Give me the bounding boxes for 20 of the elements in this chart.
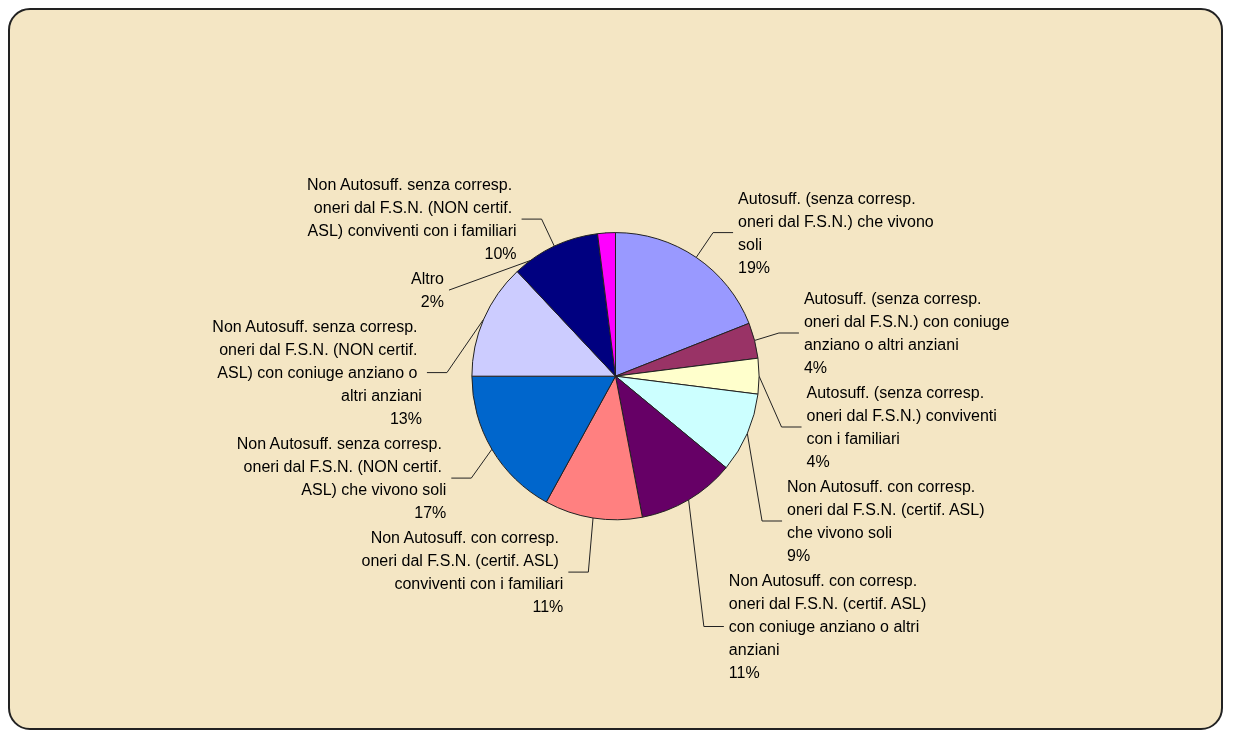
data-label: 17% [414, 504, 447, 522]
data-label: 11% [728, 664, 760, 682]
data-label: 19% [738, 258, 771, 276]
data-label: 2% [420, 293, 444, 311]
data-label: 10% [484, 245, 517, 263]
slice-label: Altro [411, 270, 445, 288]
slice-label: Non Autosuff. senza corresp. oneri dal F.S.N. (NON certif. ASL) conviventi con i familiari [306, 176, 517, 240]
data-label: 9% [787, 547, 811, 565]
slice-label: Non Autosuff. con corresp. oneri dal F.S.N. (certif. ASL) conviventi con i familiari [361, 529, 564, 593]
slice-label: Non Autosuff. con corresp. oneri dal F.S.N. (certif. ASL) che vivono soli [787, 478, 989, 542]
data-label: 13% [389, 410, 422, 428]
data-label: 11% [532, 598, 564, 616]
slice-label: Non Autosuff. con corresp. oneri dal F.S.N. (certif. ASL) con coniuge anziano o altri anziani [728, 572, 931, 659]
slice-label: Autosuff. (senza corresp. oneri dal F.S.N.) che vivono soli [738, 189, 939, 253]
slice-label: Non Autosuff. senza corresp. oneri dal F.S.N. (NON certif. ASL) con coniuge anziano o altri anziani [212, 318, 422, 405]
slice-label: Autosuff. (senza corresp. oneri dal F.S.N.) conviventi con i familiari [806, 384, 1002, 448]
slice-label: Non Autosuff. senza corresp. oneri dal F.S.N. (NON certif. ASL) che vivono soli [236, 435, 447, 499]
data-label: 4% [803, 359, 828, 377]
data-label: 4% [806, 453, 830, 471]
slice-label: Autosuff. (senza corresp. oneri dal F.S.N.) con coniuge anziano o altri anziani [803, 290, 1014, 354]
